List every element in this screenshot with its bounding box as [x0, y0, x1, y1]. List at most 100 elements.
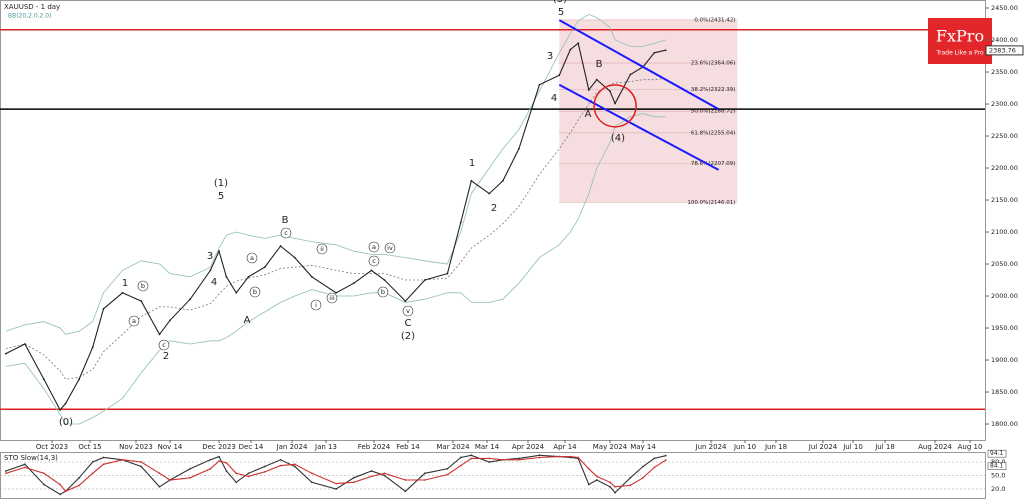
- wave-label: A: [244, 315, 251, 326]
- fib-label: 100.0%(2146.01): [687, 200, 735, 206]
- data-point: [664, 49, 667, 52]
- data-point: [569, 48, 572, 51]
- data-point: [310, 481, 313, 484]
- data-point: [64, 490, 67, 493]
- x-tick-label: Nov 14: [158, 443, 183, 451]
- data-point: [59, 409, 62, 411]
- wave-label: c: [162, 341, 166, 349]
- data-point: [102, 307, 105, 310]
- wave-circle: [310, 299, 322, 311]
- data-point: [538, 456, 541, 459]
- x-tick-label: Mar 2024: [436, 443, 470, 451]
- y-tick-label: 2250.00: [991, 132, 1018, 140]
- x-tick-label: Jun 10: [733, 443, 756, 451]
- data-point: [279, 245, 282, 247]
- wave-label: v: [406, 307, 410, 315]
- data-point: [423, 279, 426, 281]
- data-point: [517, 458, 520, 461]
- sto-value-label: 94.1: [990, 450, 1004, 457]
- data-point: [310, 275, 313, 278]
- x-tick-label: Aug 2024: [918, 443, 952, 451]
- wave-label: B: [282, 215, 289, 226]
- x-tick-label: May 2024: [593, 443, 628, 451]
- x-tick-label: Nov 2023: [119, 443, 153, 451]
- y-tick-label: 2300.00: [991, 100, 1018, 108]
- data-point: [653, 466, 656, 469]
- data-point: [209, 269, 212, 272]
- logo-name: FxPro: [936, 27, 984, 46]
- x-tick-label: Jul 2024: [808, 443, 838, 451]
- data-point: [4, 472, 7, 475]
- wave-label: b: [141, 282, 145, 290]
- data-point: [577, 456, 580, 459]
- data-point: [218, 460, 220, 462]
- x-tick-label: Jan 2024: [276, 443, 308, 451]
- data-point: [587, 89, 590, 91]
- data-point: [140, 465, 143, 468]
- sto-tick-label: 20.0: [991, 485, 1005, 493]
- chart-subtitle: BB(20,2.0,2.0): [8, 13, 51, 20]
- wave-circle: [326, 292, 338, 304]
- data-point: [102, 456, 105, 459]
- data-point: [642, 465, 644, 468]
- data-point: [225, 462, 228, 464]
- y-tick-label: 2050.00: [991, 260, 1018, 268]
- x-tick-label: Aug 10: [958, 443, 983, 451]
- data-point: [614, 102, 616, 105]
- data-point: [247, 472, 250, 475]
- data-point: [335, 291, 338, 294]
- wave-label: i: [315, 301, 317, 309]
- data-point: [446, 467, 449, 470]
- data-point: [293, 256, 296, 259]
- wave-label: 1: [469, 158, 475, 169]
- x-tick-label: May 14: [630, 443, 656, 451]
- data-point: [595, 475, 598, 478]
- wave-label: 1: [122, 278, 128, 289]
- data-point: [609, 481, 611, 484]
- data-point: [78, 378, 81, 381]
- data-point: [370, 269, 373, 272]
- data-point: [225, 275, 228, 278]
- y-tick-label: 2400.00: [991, 36, 1018, 44]
- channel-line: [558, 83, 720, 171]
- x-tick-label: Jul 18: [874, 443, 895, 451]
- wave-label: (3): [553, 0, 567, 5]
- wave-label: iv: [387, 244, 393, 252]
- y-tick-label: 2000.00: [991, 292, 1018, 300]
- data-point: [189, 298, 192, 301]
- wave-label: a: [250, 254, 254, 262]
- last-price-label: 2383.76: [989, 46, 1016, 54]
- wave-circle: [137, 280, 149, 292]
- data-point: [91, 461, 94, 463]
- data-point: [23, 343, 26, 345]
- data-point: [459, 464, 462, 467]
- data-point: [352, 282, 355, 285]
- fib-label: 50.0%(2288.72): [691, 109, 736, 115]
- y-tick-label: 2450.00: [991, 4, 1018, 12]
- fib-label: 23.6%(2364.06): [691, 61, 736, 67]
- wave-circle: [246, 252, 258, 264]
- data-point: [158, 485, 161, 488]
- data-point: [404, 490, 407, 493]
- price-line: [5, 42, 666, 411]
- background-layer: 0.0%(2431.42) 23.6%(2364.06) 38.2%(2322.39…: [0, 17, 985, 411]
- data-point: [218, 250, 220, 253]
- data-point: [310, 472, 313, 475]
- data-point: [459, 456, 462, 459]
- data-point: [502, 179, 504, 182]
- bollinger-middle: [5, 78, 666, 380]
- data-point: [263, 465, 266, 468]
- data-point: [446, 473, 449, 476]
- bollinger-upper: [5, 13, 666, 335]
- data-point: [502, 458, 504, 461]
- data-point: [642, 476, 644, 479]
- y-tick-label: 1800.00: [991, 420, 1018, 428]
- data-point: [470, 179, 473, 182]
- data-point: [335, 488, 338, 490]
- sto-value-box: [987, 449, 1007, 458]
- channel-line: [558, 19, 720, 110]
- highlight-circle: [593, 84, 637, 128]
- logo-box: [928, 18, 992, 64]
- data-point: [169, 479, 171, 481]
- wave-circle: [384, 242, 396, 254]
